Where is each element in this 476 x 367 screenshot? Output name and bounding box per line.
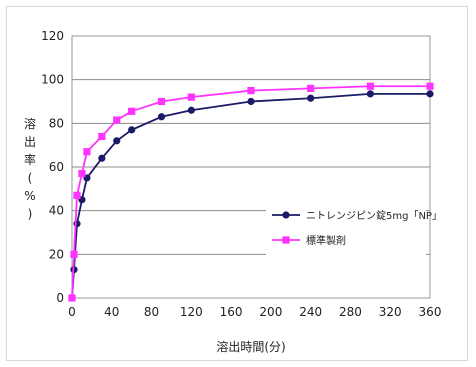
x-tick-label-80: 80 <box>144 305 159 319</box>
y-axis-title-char: 出 <box>24 135 36 149</box>
y-axis-title: 溶出率 (%) <box>24 116 36 221</box>
data-point <box>307 94 315 102</box>
legend: ニトレンジピン錠5mg「NP」標準製剤 <box>266 203 442 257</box>
legend-label: 標準製剤 <box>306 234 346 247</box>
data-point <box>113 137 121 145</box>
y-tick-label-40: 40 <box>49 204 64 218</box>
data-point <box>187 106 195 114</box>
y-axis-title-char: ) <box>28 207 33 221</box>
y-tick-label-0: 0 <box>56 291 64 305</box>
x-tick-label-40: 40 <box>104 305 119 319</box>
y-axis-title-char: 率 <box>24 152 36 167</box>
data-point <box>157 113 166 121</box>
y-tick-label-20: 20 <box>49 247 64 261</box>
data-point <box>128 126 136 134</box>
x-tick-label-240: 240 <box>299 305 322 319</box>
data-point <box>128 107 136 115</box>
legend-box <box>266 203 426 257</box>
tick-labels: 0 20 40 60 80 100 120 0 40 80 120 160 200 240 280 320 36… <box>41 29 441 319</box>
x-tick-label-0: 0 <box>68 305 76 319</box>
data-point <box>70 250 78 258</box>
data-point <box>426 82 434 90</box>
chart-frame <box>6 6 468 361</box>
legend-label: ニトレンジピン錠5mg「NP」 <box>306 209 442 222</box>
y-tick-label-60: 60 <box>49 160 64 174</box>
y-tick-label-120: 120 <box>41 29 64 43</box>
legend-item-1: 標準製剤 <box>272 234 346 247</box>
data-point <box>187 93 195 101</box>
y-tick-label-100: 100 <box>41 73 64 87</box>
data-point <box>73 191 81 199</box>
data-point <box>98 132 106 141</box>
data-point <box>426 90 434 98</box>
y-axis-title-char: ( <box>28 171 33 185</box>
x-tick-label-360: 360 <box>419 305 442 319</box>
data-point <box>83 148 91 156</box>
data-point <box>247 97 255 106</box>
x-tick-label-280: 280 <box>339 305 362 319</box>
data-point <box>157 97 166 106</box>
data-point <box>113 116 121 124</box>
data-point <box>78 169 86 178</box>
data-point <box>247 86 255 95</box>
x-tick-label-200: 200 <box>259 305 282 319</box>
y-tick-label-80: 80 <box>49 116 64 130</box>
x-tick-label-120: 120 <box>180 305 203 319</box>
data-point <box>366 82 374 90</box>
data-point <box>73 220 81 228</box>
data-point <box>98 154 106 162</box>
x-tick-label-160: 160 <box>220 305 243 319</box>
data-point <box>68 294 76 302</box>
series-line-1 <box>71 85 430 299</box>
x-tick-label-320: 320 <box>379 305 402 319</box>
data-point <box>307 84 315 92</box>
series-layer <box>68 82 434 302</box>
series-line-0 <box>71 92 430 299</box>
x-axis-title: 溶出時間(分) <box>216 339 285 354</box>
legend-item-0: ニトレンジピン錠5mg「NP」 <box>272 209 442 222</box>
y-axis-title-char: 溶 <box>24 116 36 131</box>
y-axis-title-char: % <box>24 189 35 203</box>
series-1 <box>68 82 434 302</box>
data-point <box>366 90 374 98</box>
legend-marker <box>282 236 290 244</box>
legend-marker <box>282 211 290 219</box>
